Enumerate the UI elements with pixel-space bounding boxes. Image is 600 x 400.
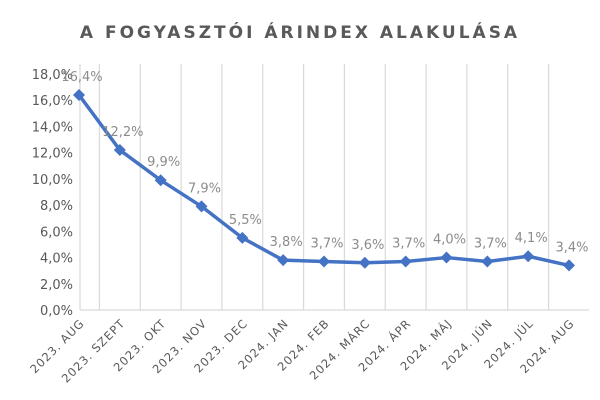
data-label: 3,4% [555,240,588,255]
y-tick-label: 6,0% [40,225,73,240]
diamond-marker [277,254,290,267]
diamond-marker [440,251,453,264]
y-tick-label: 12,0% [32,147,73,162]
gridlines [79,64,589,311]
y-tick-label: 10,0% [32,173,73,188]
y-tick-label: 18,0% [32,68,73,83]
data-label: 9,9% [147,155,180,170]
diamond-marker [481,255,494,268]
y-tick-label: 8,0% [40,199,73,214]
data-label: 4,0% [433,233,466,248]
data-label: 3,7% [310,236,343,251]
y-tick-label: 2,0% [40,278,73,293]
diamond-marker [563,259,575,272]
data-labels: 16,4% 12,2% 9,9% 7,9% 5,5% 3,8% 3,7% 3,6% 3,7% 4,… [61,70,588,255]
data-label: 3,8% [270,235,303,250]
data-label: 4,1% [515,231,548,246]
diamond-marker [154,174,167,187]
y-tick-label: 4,0% [40,252,73,267]
data-series [73,88,575,272]
y-tick-label: 16,0% [32,94,73,109]
y-axis: 0,0% 2,0% 4,0% 6,0% 8,0% 10,0% 12,0% 14,0% 16,0%… [32,68,73,319]
diamond-marker [236,231,249,244]
diamond-marker [73,88,85,101]
diamond-marker [358,256,371,269]
data-label: 16,4% [61,70,102,85]
data-label: 7,9% [188,181,221,196]
data-label: 3,7% [474,236,507,251]
data-label: 3,7% [392,236,425,251]
y-tick-label: 0,0% [40,304,73,319]
diamond-marker [522,250,535,263]
diamond-marker [399,255,412,268]
diamond-marker [318,255,330,268]
data-label: 5,5% [229,213,262,228]
data-label: 12,2% [102,125,143,140]
chart-title: A FOGYASZTÓI ÁRINDEX ALAKULÁSA [80,21,520,43]
diamond-marker [195,200,208,213]
y-tick-label: 14,0% [32,120,73,135]
data-label: 3,6% [351,238,384,253]
diamond-marker [113,144,126,157]
